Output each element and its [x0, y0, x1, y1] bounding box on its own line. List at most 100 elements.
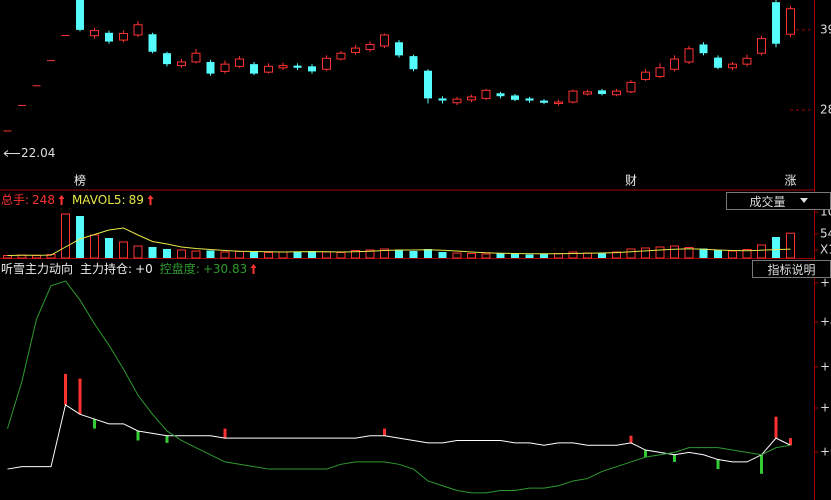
candle-body — [728, 63, 737, 69]
signal-bar — [64, 373, 67, 405]
y-axis-label: +0 — [820, 445, 831, 459]
y-tick-label: 39 — [820, 22, 831, 36]
legend-holding-value: +0 — [135, 262, 153, 276]
low-marker-label: 22.04 — [21, 146, 55, 160]
volume-bar — [438, 252, 447, 258]
volume-bar — [322, 251, 331, 259]
signal-bar — [673, 454, 676, 462]
volume-bar — [684, 247, 694, 259]
volume-bar — [598, 252, 606, 258]
volume-bar — [264, 252, 273, 259]
candle-body — [699, 44, 708, 54]
volume-bar — [250, 251, 258, 258]
volume-bar — [540, 254, 548, 258]
legend-ma-name: MAVOL5: — [71, 193, 126, 207]
volume-bar — [61, 213, 70, 259]
volume-bar — [699, 248, 708, 258]
candle-body — [351, 47, 360, 53]
candle-body — [612, 90, 621, 96]
signal-bar — [136, 430, 140, 441]
candle-body — [554, 101, 563, 104]
volume-bar — [757, 244, 766, 259]
signal-bar — [789, 438, 792, 446]
candle-body — [409, 56, 418, 70]
candle-body — [626, 81, 636, 93]
volume-bar — [163, 249, 171, 258]
volume-bar — [467, 253, 476, 259]
candle-body — [772, 2, 780, 44]
candle-body — [32, 85, 41, 87]
y-axis-label: X1 — [820, 243, 831, 257]
candle-body — [496, 93, 505, 97]
volume-bar — [191, 250, 201, 259]
candle-body — [148, 34, 157, 52]
candle-body — [568, 90, 578, 103]
volume-bar — [278, 251, 288, 259]
volume-bar — [409, 251, 418, 258]
volume-bar — [786, 232, 795, 259]
volume-bar — [293, 251, 302, 258]
candle-body — [395, 42, 403, 56]
volume-bar — [148, 247, 157, 258]
y-tick-label: 28 — [820, 103, 831, 117]
volume-bar — [395, 249, 403, 258]
volume-bar — [76, 216, 84, 258]
volume-bar — [452, 252, 462, 259]
indicator-help-button[interactable]: 指标说明 — [752, 260, 831, 278]
signal-bar — [165, 435, 169, 443]
selector-label[interactable]: 成交量 — [749, 194, 786, 209]
volume-bar — [481, 253, 491, 259]
volume-bar — [220, 251, 230, 259]
volume-bar — [742, 249, 752, 259]
candle-body — [322, 57, 331, 70]
legend-total-value: 248 — [32, 193, 55, 207]
y-axis-label: 54 — [820, 227, 831, 241]
volume-bar — [670, 245, 679, 259]
legend-ma-value: 89 — [128, 193, 144, 207]
candle-body — [18, 104, 26, 106]
volume-bar — [728, 250, 737, 259]
volume-bar — [424, 249, 432, 258]
signal-bar — [383, 428, 386, 436]
candle-body — [90, 30, 99, 37]
indicator-title: 听雪主力动向 — [1, 262, 74, 276]
y-axis-label: +1 — [820, 401, 831, 415]
volume-bar — [336, 252, 346, 259]
volume-selector[interactable]: 成交量 — [726, 192, 831, 210]
volume-ma-line — [7, 227, 791, 256]
button-label[interactable]: 指标说明 — [767, 262, 816, 277]
candle-body — [308, 66, 316, 72]
candle-body — [714, 57, 722, 68]
candle-body — [641, 71, 650, 80]
low-arrow — [3, 150, 20, 157]
candle-body — [684, 48, 694, 63]
candle-body — [511, 95, 519, 100]
candle-body — [424, 70, 432, 99]
candle-body — [467, 96, 476, 101]
y-axis-label: +3 — [820, 360, 831, 374]
volume-bar — [380, 248, 389, 259]
candle-body — [365, 43, 375, 51]
signal-bar — [760, 454, 763, 474]
candle-body — [540, 100, 548, 103]
candle-body — [438, 98, 447, 101]
volume-bar — [177, 249, 186, 259]
up-arrow — [147, 195, 154, 205]
candle-body — [757, 38, 766, 54]
candle-body — [220, 63, 230, 72]
volume-bar — [308, 251, 316, 258]
signal-bar — [93, 419, 96, 429]
up-arrow — [250, 264, 257, 274]
volume-bar — [90, 234, 99, 259]
volume-bar — [206, 250, 215, 258]
legend-control-value: +30.83 — [202, 262, 248, 276]
dropdown-icon[interactable] — [799, 198, 808, 204]
volume-bar — [655, 246, 665, 259]
candle-body — [452, 98, 462, 104]
volume-bar — [32, 255, 41, 259]
volume-bar — [351, 250, 360, 259]
candle-body — [119, 33, 128, 41]
y-axis-label: +5 — [820, 276, 831, 290]
